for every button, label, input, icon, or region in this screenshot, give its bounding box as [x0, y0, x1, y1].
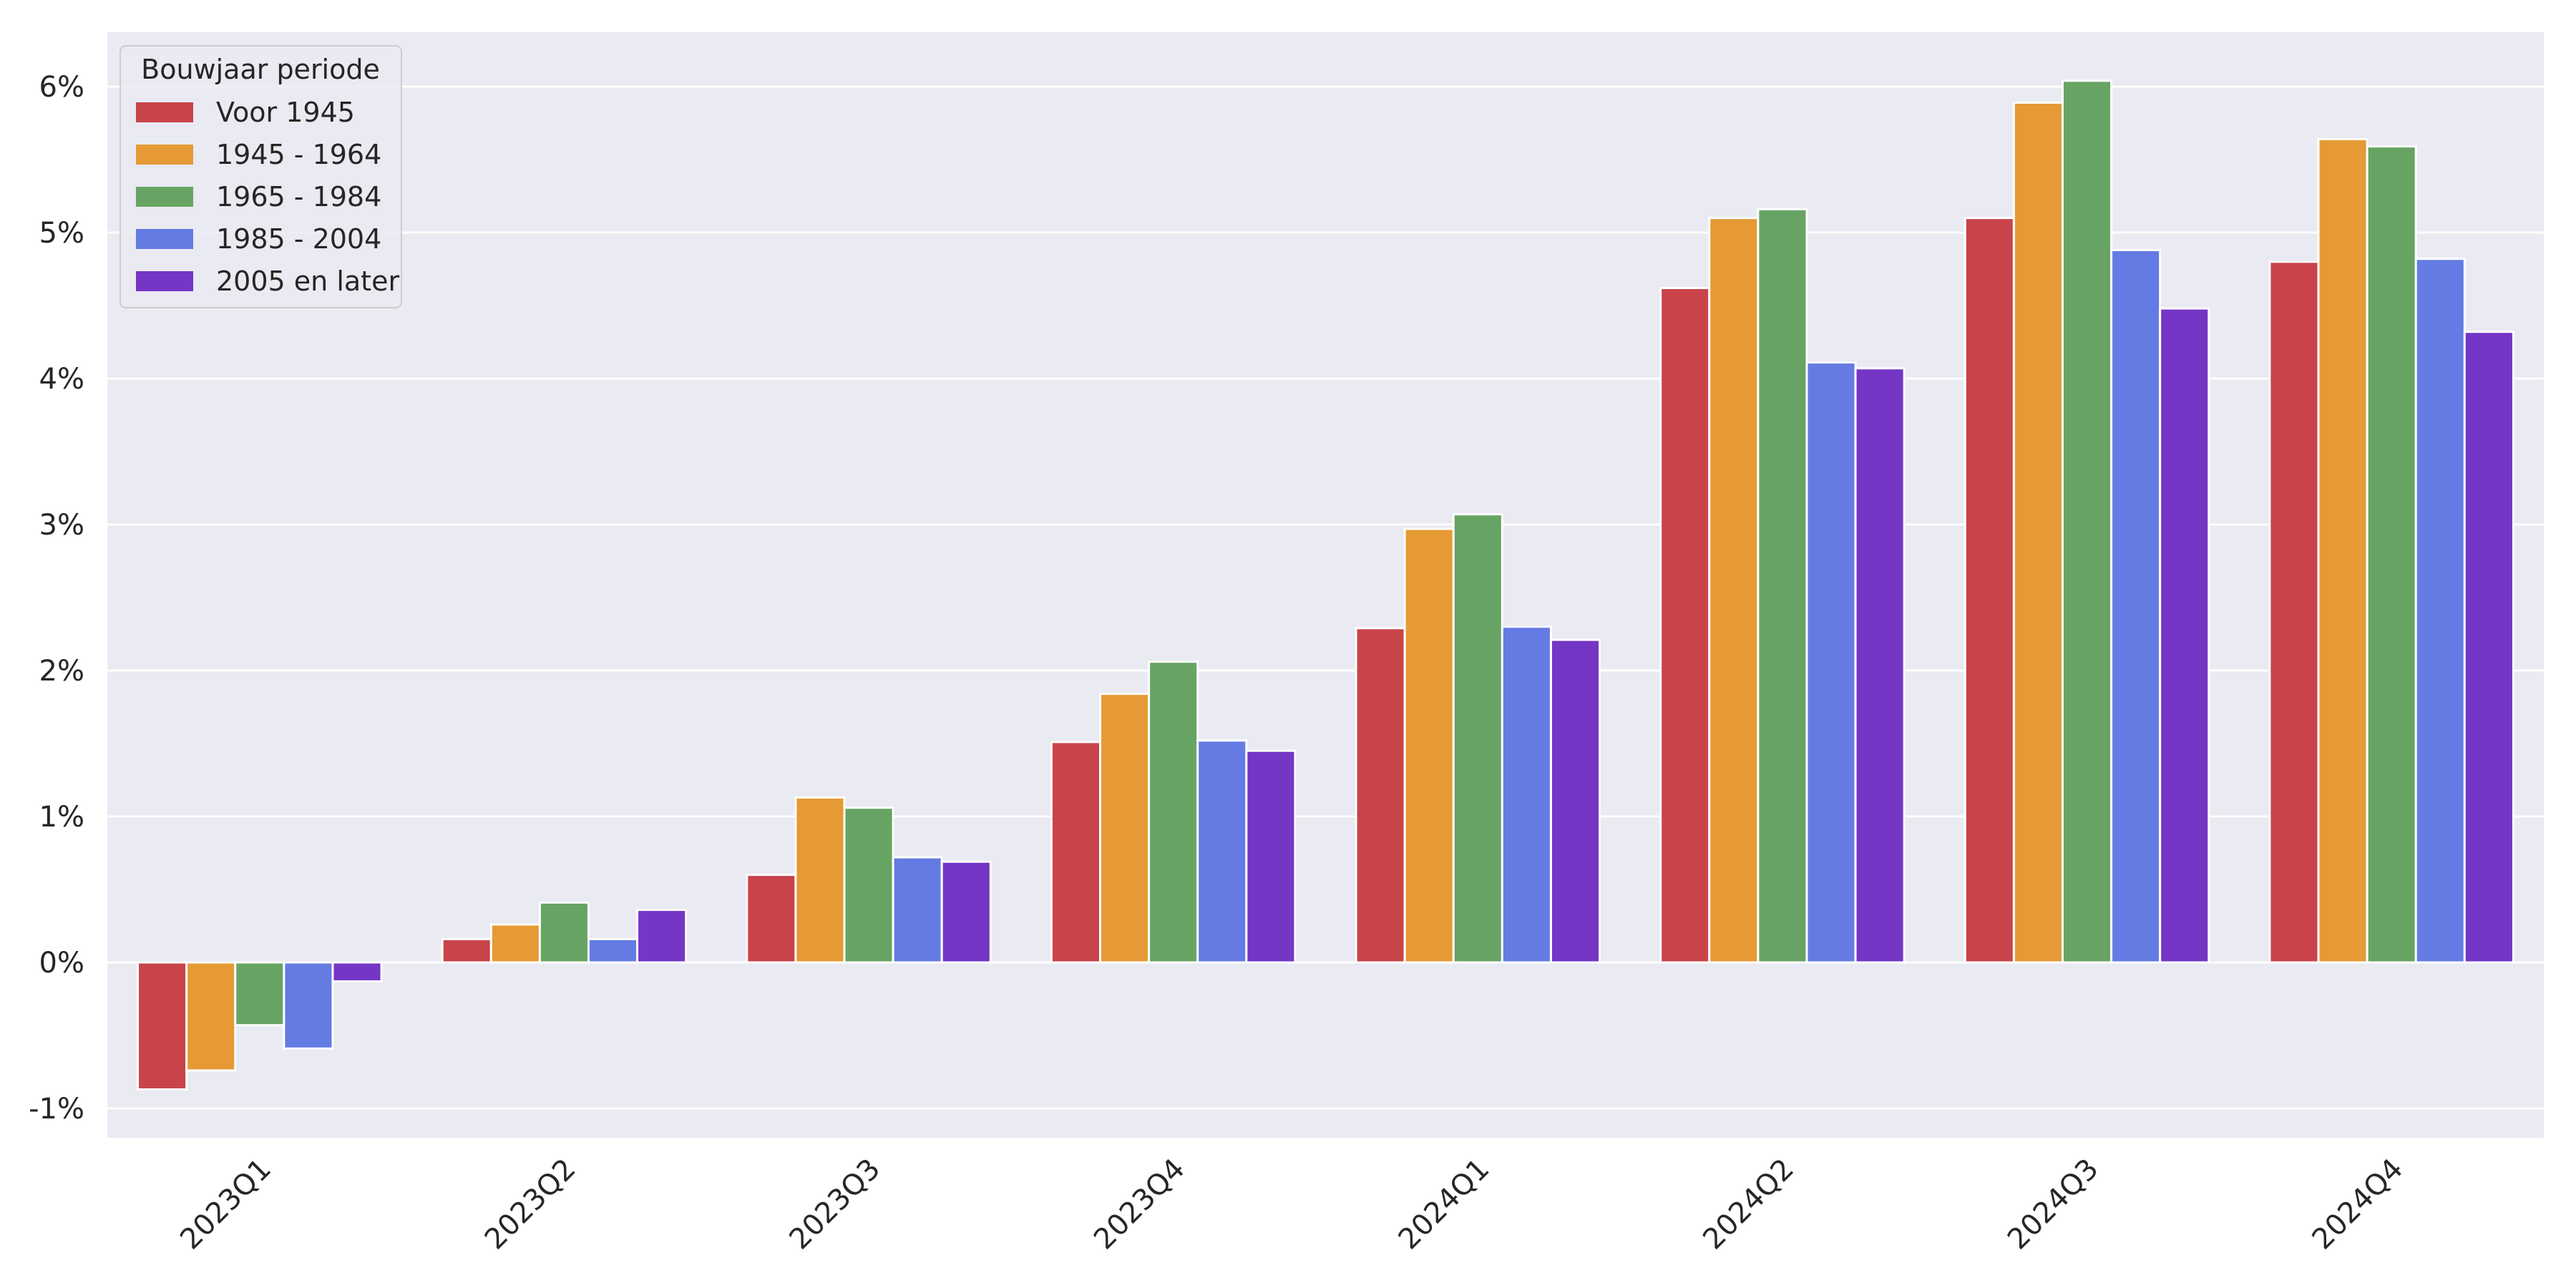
y-tick-label: -1%	[29, 1093, 84, 1126]
bar-1945-1964-2024q2	[1708, 217, 1760, 964]
bar-2005-en-later-2024q2	[1854, 367, 1906, 964]
x-tick-label: 2023Q4	[1088, 1153, 1191, 1257]
legend-swatch	[136, 187, 193, 207]
bar-voor-1945-2024q1	[1355, 627, 1406, 964]
bar-1945-1964-2024q4	[2317, 137, 2368, 964]
bar-2005-en-later-2024q3	[2159, 307, 2210, 964]
x-tick-label: 2023Q3	[783, 1153, 887, 1257]
bar-1965-1984-2023q3	[843, 806, 894, 964]
bar-voor-1945-2023q1	[137, 961, 188, 1091]
legend[interactable]: Bouwjaar periode Voor 1945 1945 - 1964 196…	[119, 45, 402, 308]
bar-1985-2004-2023q3	[892, 856, 943, 964]
bar-voor-1945-2024q3	[1963, 217, 2015, 964]
legend-swatch	[136, 102, 193, 122]
bar-1985-2004-2023q1	[283, 961, 334, 1050]
y-tick-label: 3%	[39, 509, 84, 542]
x-tick-label: 2024Q2	[1697, 1153, 1800, 1257]
bar-2005-en-later-2023q3	[940, 860, 992, 964]
bar-1945-1964-2024q1	[1403, 527, 1455, 964]
x-tick-label: 2023Q2	[479, 1153, 582, 1257]
bar-1965-1984-2024q4	[2366, 145, 2417, 964]
bar-1985-2004-2024q1	[1501, 625, 1552, 964]
y-tick-label: 4%	[39, 363, 84, 396]
bar-1945-1964-2023q1	[185, 961, 237, 1072]
legend-label: Voor 1945	[216, 97, 355, 128]
bar-1965-1984-2024q2	[1757, 208, 1808, 964]
bar-1985-2004-2023q2	[587, 937, 639, 964]
bar-2005-en-later-2023q4	[1245, 749, 1297, 964]
bar-1965-1984-2023q2	[538, 901, 590, 964]
y-tick-label: 0%	[39, 947, 84, 980]
bar-2005-en-later-2023q2	[636, 909, 688, 964]
y-tick-label: 1%	[39, 801, 84, 834]
legend-label: 1965 - 1984	[216, 181, 381, 213]
y-tick-label: 5%	[39, 217, 84, 250]
bar-1965-1984-2023q1	[234, 961, 286, 1027]
bar-1985-2004-2023q4	[1196, 739, 1248, 964]
bar-voor-1945-2024q4	[2268, 260, 2320, 964]
bar-1945-1964-2024q3	[2012, 101, 2064, 964]
bars	[137, 79, 2514, 1091]
legend-title: Bouwjaar periode	[141, 54, 380, 85]
bar-voor-1945-2023q3	[746, 874, 797, 964]
x-tick-label: 2024Q1	[1392, 1153, 1496, 1257]
x-tick-label: 2023Q1	[174, 1153, 278, 1257]
legend-label: 1985 - 2004	[216, 223, 381, 255]
y-tick-label: 6%	[39, 71, 84, 104]
x-tick-label: 2024Q4	[2306, 1153, 2409, 1257]
bar-1985-2004-2024q3	[2110, 248, 2162, 964]
x-tick-label: 2024Q3	[2001, 1153, 2105, 1257]
bar-2005-en-later-2024q1	[1549, 638, 1601, 964]
bar-voor-1945-2023q2	[441, 937, 492, 964]
legend-label: 1945 - 1964	[216, 139, 381, 170]
legend-label: 2005 en later	[216, 265, 399, 297]
legend-swatch	[136, 145, 193, 165]
legend-swatch	[136, 229, 193, 249]
y-tick-label: 2%	[39, 655, 84, 688]
bar-1945-1964-2023q4	[1099, 693, 1151, 964]
bar-2005-en-later-2023q1	[331, 961, 383, 983]
bar-voor-1945-2024q2	[1659, 287, 1711, 964]
bar-1985-2004-2024q4	[2414, 258, 2466, 964]
bar-1965-1984-2023q4	[1148, 660, 1199, 964]
bar-2005-en-later-2024q4	[2463, 331, 2514, 964]
bar-voor-1945-2023q4	[1050, 741, 1102, 964]
bar-1985-2004-2024q2	[1805, 361, 1857, 964]
x-axis-ticks: 2023Q1 2023Q2 2023Q3 2023Q4 2024Q1 2024Q2 2024…	[174, 1153, 2409, 1257]
bar-1945-1964-2023q3	[794, 796, 846, 964]
legend-swatch	[136, 271, 193, 291]
bar-1965-1984-2024q1	[1452, 513, 1503, 964]
y-axis-ticks: -1% 0% 1% 2% 3% 4% 5% 6%	[29, 71, 84, 1126]
bar-1965-1984-2024q3	[2062, 79, 2113, 964]
bar-1945-1964-2023q2	[489, 923, 541, 964]
